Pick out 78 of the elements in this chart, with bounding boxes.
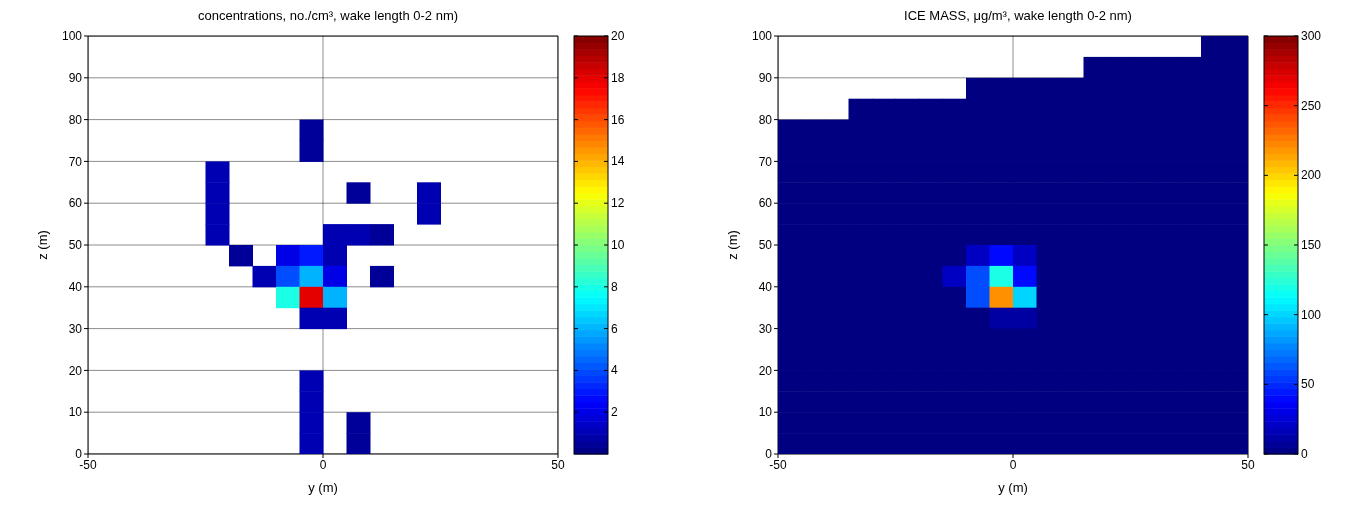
y-tick-label: 40 (68, 280, 83, 295)
point (276, 245, 300, 267)
color-bar-label: 200 (1301, 168, 1322, 183)
point (346, 433, 371, 454)
y-tick-label: 90 (758, 71, 773, 86)
y-axis-title: z (m) (724, 230, 740, 260)
color-bar-label: 12 (611, 196, 625, 211)
y-tick-label: 50 (758, 238, 773, 253)
color-bar-label: 6 (611, 321, 618, 336)
y-tick-label: 60 (68, 196, 83, 211)
point (205, 182, 230, 204)
y-tick-label: 60 (758, 196, 773, 211)
color-bar-label: 16 (611, 112, 625, 127)
point (323, 286, 347, 309)
color-bar-label: 10 (611, 238, 625, 252)
color-bar-label: 14 (611, 154, 625, 169)
y-tick-label: 20 (68, 363, 83, 378)
color-bar-label: 250 (1301, 98, 1322, 113)
x-tick-label: 50 (1241, 457, 1255, 472)
point (323, 245, 347, 267)
x-axis-title: y (m) (998, 480, 1028, 495)
y-tick-label: 50 (68, 238, 83, 253)
point (205, 161, 230, 183)
point (299, 307, 324, 330)
y-axis-title: z (m) (34, 230, 50, 260)
point (299, 265, 324, 288)
x-tick-label: 50 (551, 457, 565, 472)
point (323, 265, 347, 288)
x-axis-title: y (m) (308, 480, 338, 495)
color-bar-label: 18 (611, 70, 625, 85)
point (299, 433, 324, 454)
point (346, 412, 371, 434)
color-bar-label: 20 (611, 29, 625, 43)
color-bar-label: 50 (1301, 377, 1315, 392)
point (299, 245, 324, 267)
point (299, 370, 324, 392)
color-bar-label: 2 (611, 405, 618, 420)
y-tick-label: 40 (758, 280, 773, 295)
y-tick-label: 80 (68, 112, 83, 127)
y-tick-label: 30 (68, 321, 83, 336)
y-tick-label: 100 (61, 29, 83, 44)
y-tick-label: 70 (758, 154, 773, 169)
point (276, 265, 300, 288)
point (299, 412, 324, 434)
point (299, 140, 324, 162)
point (205, 203, 230, 225)
color-bar-label: 4 (611, 363, 618, 378)
point (323, 307, 347, 330)
point (299, 119, 324, 141)
x-tick-label: 0 (319, 457, 327, 472)
color-bar-label: 0 (1301, 447, 1308, 461)
color-bar-label: 8 (611, 279, 618, 294)
point (299, 286, 324, 309)
point (370, 265, 394, 288)
y-tick-label: 10 (68, 405, 83, 420)
y-tick-label: 70 (68, 154, 83, 169)
point (370, 224, 394, 246)
color-bar-label: 300 (1301, 29, 1322, 43)
color-bar-label: 150 (1301, 238, 1322, 252)
point (346, 224, 371, 246)
point (276, 286, 300, 309)
point (417, 182, 441, 204)
point (299, 391, 324, 413)
point (229, 245, 253, 267)
y-tick-label: 20 (758, 363, 773, 378)
y-tick-label: 30 (758, 321, 773, 336)
chart-title: concentrations, no./cm³, wake length 0-2 nm) (196, 8, 460, 25)
chart-title: ICE MASS, μg/m³, wake length 0-2 nm) (903, 8, 1133, 25)
y-tick-label: 80 (758, 112, 773, 127)
x-tick-label: 0 (1009, 457, 1017, 472)
point (346, 182, 371, 204)
y-tick-label: 100 (751, 29, 773, 44)
point (252, 265, 277, 288)
y-tick-label: 90 (68, 71, 83, 86)
point (205, 224, 230, 246)
color-bar-label: 100 (1301, 307, 1322, 322)
point (417, 203, 441, 225)
y-tick-label: 10 (758, 405, 773, 420)
